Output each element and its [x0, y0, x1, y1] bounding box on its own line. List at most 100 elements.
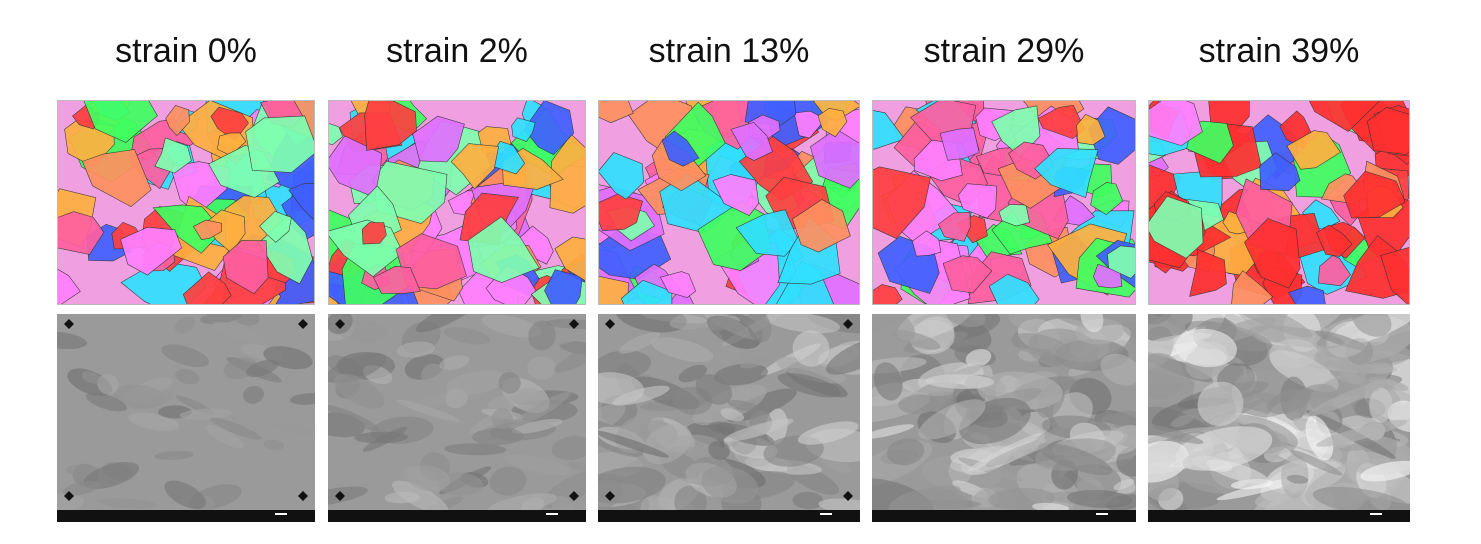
surface-feature [568, 460, 586, 472]
scale-bar [1370, 513, 1382, 515]
surface-feature [792, 491, 824, 510]
grain [361, 222, 387, 245]
surface-feature [1148, 420, 1204, 444]
surface-feature [268, 423, 315, 436]
grain [467, 216, 540, 283]
grain [1231, 270, 1274, 305]
surface-feature [946, 314, 986, 328]
surface-feature [554, 342, 586, 373]
grain [735, 209, 800, 257]
indent-marker [843, 491, 853, 501]
surface-feature [1038, 442, 1113, 476]
surface-feature [439, 355, 470, 371]
surface-feature [1116, 447, 1136, 477]
indent-marker [64, 319, 74, 329]
surface-feature [598, 479, 624, 511]
grain [1366, 106, 1410, 155]
surface-feature [726, 388, 797, 422]
surface-feature [1267, 388, 1312, 415]
surface-feature [1305, 415, 1334, 461]
surface-feature [872, 314, 916, 346]
grain [373, 265, 421, 294]
grain [1034, 148, 1099, 199]
surface-feature [965, 348, 992, 368]
surface-feature [443, 327, 491, 345]
grain [939, 127, 980, 161]
map-border [598, 100, 860, 305]
surface-feature [1290, 450, 1343, 476]
surface-feature [1100, 353, 1136, 386]
surface-feature [792, 330, 830, 367]
sem-image [598, 314, 860, 522]
grain [1259, 152, 1301, 192]
grain [598, 100, 634, 124]
surface-feature [1216, 477, 1303, 501]
grain [942, 255, 993, 294]
strain-label: strain 2% [386, 32, 528, 70]
surface-feature [985, 435, 1059, 467]
surface-feature [1330, 371, 1377, 387]
surface-feature [1268, 338, 1318, 369]
surface-feature [153, 450, 194, 460]
sem-image [57, 314, 315, 522]
surface-feature [1148, 460, 1194, 475]
surface-feature [57, 331, 88, 350]
surface-feature [1010, 333, 1070, 358]
surface-feature [204, 424, 244, 449]
grain [328, 122, 343, 146]
grain [511, 117, 536, 142]
grain [222, 240, 269, 295]
surface-feature [797, 421, 859, 445]
surface-feature [289, 393, 315, 405]
grain [450, 143, 499, 190]
grain [82, 149, 152, 208]
info-bar [1148, 510, 1410, 522]
surface-feature [212, 321, 266, 344]
surface-feature [615, 314, 687, 333]
surface-feature [822, 456, 852, 473]
surface-feature [1316, 419, 1408, 447]
grain [1244, 218, 1301, 289]
surface-feature [1286, 474, 1309, 484]
surface-feature [598, 350, 652, 379]
surface-feature [1067, 489, 1133, 509]
grain [1076, 114, 1106, 146]
grain [1317, 255, 1351, 287]
grain [712, 174, 760, 216]
ebsd-map [872, 100, 1136, 305]
surface-feature [898, 394, 941, 414]
surface-feature [444, 443, 507, 456]
surface-feature [481, 314, 542, 338]
grain [872, 166, 931, 239]
indent-marker [843, 319, 853, 329]
surface-feature [175, 368, 200, 385]
surface-feature [1215, 314, 1313, 338]
ebsd-map [598, 100, 860, 305]
grain [598, 193, 643, 231]
info-bar [598, 510, 860, 522]
surface-feature [1148, 353, 1185, 399]
grain [1288, 285, 1326, 305]
surface-feature [227, 314, 260, 326]
surface-feature [872, 424, 915, 439]
grain [57, 211, 105, 255]
surface-feature [161, 344, 210, 368]
surface-feature [874, 362, 903, 401]
surface-feature [765, 314, 841, 334]
surface-feature [81, 371, 102, 384]
surface-feature [200, 314, 242, 324]
surface-feature [174, 316, 195, 334]
surface-feature [775, 356, 846, 384]
grain [1308, 100, 1382, 132]
ebsd-map [1148, 100, 1410, 305]
indent-marker [298, 491, 308, 501]
surface-feature [527, 356, 557, 380]
grain [810, 128, 860, 189]
grain [1148, 100, 1203, 146]
indent-marker [335, 491, 345, 501]
grain [872, 109, 906, 150]
surface-feature [967, 432, 1042, 472]
grain [288, 182, 315, 220]
grain [730, 121, 773, 161]
surface-feature [334, 373, 385, 409]
